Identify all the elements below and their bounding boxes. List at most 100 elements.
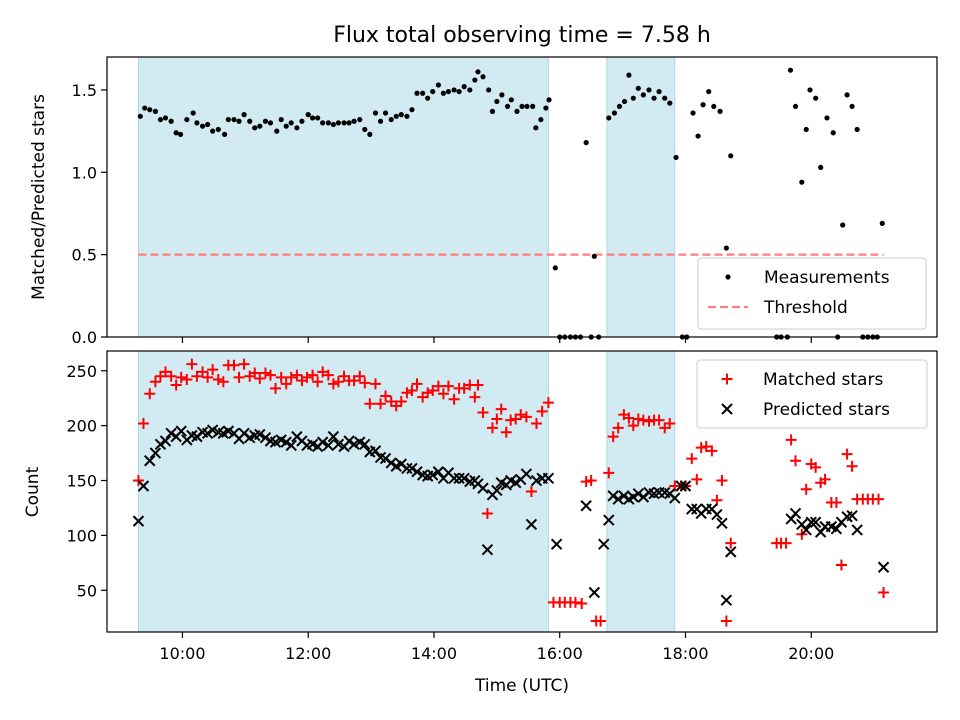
bottom-series-0-point-50	[395, 395, 407, 407]
top-series-0-point-126	[830, 130, 836, 136]
top-ytick-label-1: 0.5	[72, 246, 97, 265]
bottom-series-0-point-85	[576, 597, 588, 609]
top-series-0-point-30	[294, 125, 300, 131]
bottom-series-1-point-108	[725, 546, 737, 558]
top-ytick-label-0: 0.0	[72, 328, 97, 347]
top-series-0-point-55	[425, 95, 431, 101]
top-series-0-point-27	[278, 116, 284, 123]
top-series-0-point-70	[499, 92, 505, 98]
top-series-0-point-9	[184, 116, 190, 123]
bottom-series-1-point-98	[675, 480, 687, 492]
bottom-series-1-point-100	[686, 503, 698, 515]
bottom-series-1-point-105	[711, 508, 723, 521]
bottom-series-1-point-23	[254, 428, 266, 441]
bottom-series-0-point-44	[364, 398, 376, 410]
legend-swatch-0	[725, 274, 731, 280]
top-series-0-point-125	[824, 115, 830, 121]
top-series-0-point-58	[440, 90, 447, 96]
bottom-series-0-point-114	[725, 537, 737, 549]
bottom-series-0-point-8	[175, 371, 187, 383]
top-series-0-point-113	[723, 245, 729, 251]
top-series-0-point-57	[435, 82, 441, 88]
legend-swatch-0	[721, 373, 733, 385]
bottom-series-0-point-30	[291, 369, 303, 381]
top-series-0-point-80	[546, 97, 552, 103]
bottom-series-1-point-45	[369, 445, 382, 457]
top-series-0-point-36	[325, 120, 331, 126]
bottom-series-0-point-112	[716, 475, 728, 487]
bottom-panel: 50 100 150 200 250 10:00 12:00 14:00 16:00 18:00 2…	[66, 350, 938, 663]
bottom-series-0-point-59	[442, 380, 454, 392]
top-series-0-point-97	[635, 85, 641, 91]
bottom-series-0-point-65	[472, 379, 484, 391]
bottom-series-1-point-5	[159, 435, 172, 447]
top-series-0-point-7	[173, 130, 179, 136]
top-ytick-label-3: 1.5	[72, 81, 97, 100]
top-series-0-point-21	[247, 118, 253, 124]
bottom-series-1-point-40	[343, 435, 355, 447]
xtick-label-4: 18:00	[662, 644, 708, 663]
bottom-series-1-point-56	[427, 469, 439, 481]
bottom-series-1-point-84	[603, 514, 615, 526]
legend-label-1: Predicted stars	[763, 400, 890, 420]
bottom-series-0-point-36	[322, 369, 334, 381]
bottom-series-0-point-43	[359, 377, 371, 389]
bottom-y-axis-label: Count	[23, 466, 43, 517]
bottom-series-0-point-29	[285, 371, 297, 383]
bottom-series-0-point-129	[841, 448, 853, 460]
bottom-series-0-point-86	[580, 476, 592, 488]
bottom-series-0-point-74	[515, 409, 527, 421]
bottom-series-0-point-6	[165, 370, 177, 382]
bottom-series-1-point-80	[550, 538, 563, 550]
top-series-0-point-131	[854, 126, 860, 133]
top-series-0-point-59	[445, 88, 452, 95]
top-series-0-point-39	[341, 120, 347, 126]
bottom-series-0-point-35	[317, 366, 329, 378]
top-series-0-point-87	[583, 140, 589, 146]
bottom-series-1-point-79	[542, 472, 555, 485]
bottom-series-0-point-87	[585, 475, 597, 487]
top-series-0-point-43	[362, 126, 368, 133]
bottom-series-0-point-24	[259, 367, 271, 379]
bottom-series-0-point-77	[530, 417, 542, 429]
bottom-series-0-point-98	[643, 415, 655, 427]
top-series-0-point-2	[147, 107, 153, 113]
xtick-label-1: 12:00	[285, 644, 331, 663]
bottom-series-1-point-28	[280, 436, 292, 448]
top-panel: 0.0 0.5 1.0 1.5 Measurements Threshold	[72, 56, 938, 347]
bottom-series-0-point-42	[354, 370, 366, 382]
top-series-0-point-128	[840, 222, 846, 228]
x-axis-label: Time (UTC)	[474, 676, 569, 696]
bottom-series-0-point-66	[477, 406, 489, 418]
bottom-series-1-point-48	[385, 457, 397, 469]
top-series-0-point-10	[190, 110, 196, 116]
top-series-0-point-60	[451, 87, 457, 93]
top-series-0-point-45	[372, 110, 379, 116]
bottom-series-0-point-68	[486, 422, 498, 434]
bottom-series-0-point-26	[270, 382, 282, 394]
bottom-series-1-point-107	[720, 594, 733, 606]
legend-label-1: Threshold	[763, 298, 848, 318]
top-series-0-point-35	[320, 120, 326, 126]
top-series-0-point-118	[787, 67, 794, 73]
bottom-series-0-point-5	[159, 366, 171, 378]
bottom-series-0-point-130	[846, 460, 858, 472]
top-series-0-point-121	[803, 126, 809, 133]
top-series-0-point-4	[157, 116, 164, 123]
bottom-series-0-point-136	[878, 586, 890, 598]
top-series-0-point-71	[504, 103, 511, 110]
bottom-series-1-point-29	[285, 439, 297, 452]
bottom-series-0-point-18	[228, 359, 240, 371]
bottom-series-0-point-121	[800, 483, 812, 495]
bottom-series-0-point-128	[835, 559, 847, 571]
bottom-series-1-point-75	[520, 468, 533, 480]
top-series-0-point-18	[231, 116, 237, 123]
top-series-0-point-22	[252, 125, 258, 131]
bottom-series-0-point-10	[186, 358, 198, 370]
bottom-series-1-point-8	[175, 425, 187, 437]
bottom-series-1-point-121	[846, 509, 858, 522]
bottom-series-1-point-112	[800, 524, 812, 536]
top-series-0-point-51	[404, 113, 410, 119]
legend-label-0: Measurements	[764, 268, 890, 288]
